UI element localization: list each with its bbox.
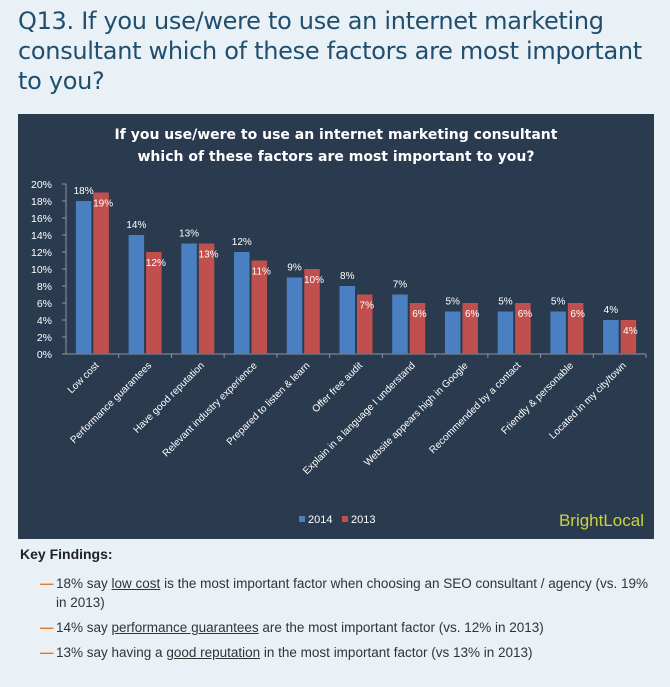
bar-2014 bbox=[181, 243, 197, 354]
bar-2013 bbox=[462, 303, 478, 354]
x-tick-label: Offer free audit bbox=[310, 360, 365, 415]
bar-2014 bbox=[286, 277, 303, 354]
data-label-2014: 5% bbox=[445, 297, 460, 308]
key-findings-list: — 18% say low cost is the most important… bbox=[40, 574, 660, 668]
bar-2014 bbox=[444, 311, 461, 354]
bar-2014 bbox=[550, 311, 566, 354]
x-tick-label: Explain in a language I understand bbox=[301, 360, 418, 477]
bar-2013 bbox=[251, 260, 268, 354]
finding-text: 14% say bbox=[56, 620, 112, 635]
bar-chart: If you use/were to use an internet marke… bbox=[31, 127, 647, 530]
chart-title-line2: which of these factors are most importan… bbox=[138, 149, 535, 165]
legend-label-2013: 2013 bbox=[351, 514, 375, 526]
bar-2013 bbox=[93, 192, 109, 354]
data-label-2013: 4% bbox=[623, 326, 638, 337]
finding-item: — 14% say performance guarantees are the… bbox=[40, 618, 660, 637]
data-label-2014: 8% bbox=[340, 271, 355, 282]
dash-bullet: — bbox=[40, 645, 54, 660]
bar-2013 bbox=[620, 320, 637, 354]
bar-2014 bbox=[75, 201, 92, 354]
data-label-2013: 13% bbox=[199, 250, 219, 261]
finding-text: is the most important factor when choosi… bbox=[56, 576, 649, 610]
finding-text: 13% say having a bbox=[56, 645, 167, 660]
data-label-2014: 5% bbox=[551, 297, 566, 308]
data-label-2013: 11% bbox=[252, 267, 271, 278]
chart-title-line1: If you use/were to use an internet marke… bbox=[115, 127, 558, 143]
data-label-2013: 10% bbox=[304, 275, 324, 286]
data-label-2014: 7% bbox=[393, 280, 408, 291]
data-label-2014: 4% bbox=[604, 305, 619, 316]
dash-bullet: — bbox=[40, 620, 54, 635]
y-tick-label: 8% bbox=[37, 281, 52, 293]
data-label-2014: 13% bbox=[179, 229, 199, 240]
bar-2013 bbox=[357, 294, 373, 354]
bar-2013 bbox=[146, 252, 162, 354]
page-title: Q13. If you use/were to use an internet … bbox=[18, 7, 642, 95]
finding-keyword: low cost bbox=[111, 576, 161, 591]
finding-text: are the most important factor (vs. 12% i… bbox=[258, 620, 544, 635]
bar-2013 bbox=[567, 303, 584, 354]
y-tick-label: 18% bbox=[31, 196, 52, 208]
bar-2014 bbox=[497, 311, 514, 354]
x-tick-label: Recommended by a contact bbox=[427, 360, 523, 456]
y-tick-label: 0% bbox=[37, 349, 52, 361]
data-label-2014: 9% bbox=[287, 263, 302, 274]
data-label-2014: 5% bbox=[498, 297, 513, 308]
bar-2013 bbox=[409, 303, 426, 354]
data-label-2014: 12% bbox=[232, 237, 252, 248]
key-findings-title: Key Findings: bbox=[20, 546, 113, 562]
legend-swatch-2013 bbox=[342, 516, 348, 522]
chart-panel: If you use/were to use an internet marke… bbox=[18, 114, 654, 539]
data-label-2013: 19% bbox=[93, 199, 113, 210]
data-label-2013: 6% bbox=[518, 309, 533, 320]
data-label-2014: 18% bbox=[74, 186, 94, 197]
y-tick-label: 6% bbox=[37, 298, 52, 310]
data-label-2014: 14% bbox=[126, 220, 146, 231]
bar-2013 bbox=[515, 303, 531, 354]
bar-2014 bbox=[128, 235, 145, 354]
brand-logo: BrightLocal bbox=[559, 511, 644, 530]
x-tick-label: Low cost bbox=[66, 360, 102, 396]
y-tick-label: 20% bbox=[31, 179, 52, 191]
x-tick-label: Website appears high in Google bbox=[362, 360, 471, 469]
data-label-2013: 6% bbox=[465, 309, 480, 320]
dash-bullet: — bbox=[40, 576, 54, 591]
y-tick-label: 14% bbox=[31, 230, 52, 242]
y-tick-label: 16% bbox=[31, 213, 52, 225]
bar-2014 bbox=[603, 320, 619, 354]
finding-text: in the most important factor (vs 13% in … bbox=[260, 645, 533, 660]
finding-keyword: performance guarantees bbox=[111, 620, 259, 635]
data-label-2013: 6% bbox=[570, 309, 585, 320]
bar-2013 bbox=[198, 243, 215, 354]
bar-2014 bbox=[339, 286, 355, 354]
y-tick-label: 2% bbox=[37, 332, 52, 344]
bar-2013 bbox=[304, 269, 320, 354]
x-tick-label: Relevant industry experience bbox=[161, 360, 260, 459]
data-label-2013: 12% bbox=[146, 258, 166, 269]
finding-keyword: good reputation bbox=[166, 645, 261, 660]
bar-2014 bbox=[392, 294, 408, 354]
y-tick-label: 12% bbox=[31, 247, 52, 259]
data-label-2013: 7% bbox=[360, 301, 375, 312]
data-label-2013: 6% bbox=[412, 309, 427, 320]
y-tick-label: 4% bbox=[37, 315, 52, 327]
bar-2014 bbox=[234, 252, 250, 354]
legend-label-2014: 2014 bbox=[308, 514, 332, 526]
finding-item: — 13% say having a good reputation in th… bbox=[40, 643, 660, 662]
finding-item: — 18% say low cost is the most important… bbox=[40, 574, 660, 612]
legend-swatch-2014 bbox=[299, 516, 305, 522]
y-tick-label: 10% bbox=[31, 264, 52, 276]
finding-text: 18% say bbox=[56, 576, 112, 591]
